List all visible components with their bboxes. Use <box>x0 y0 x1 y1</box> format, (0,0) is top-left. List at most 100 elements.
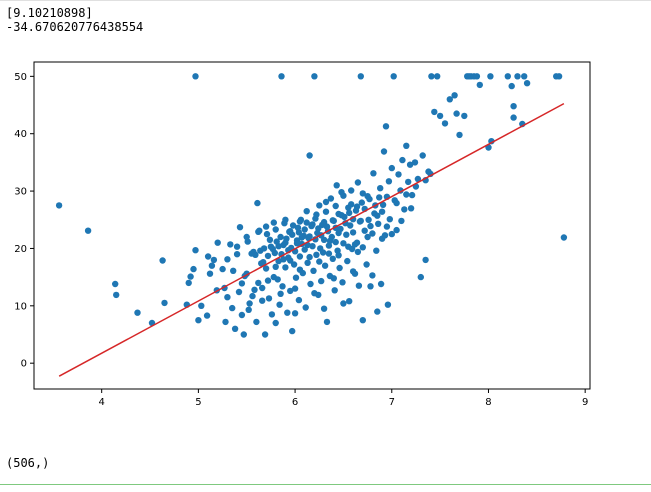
scatter-point <box>384 301 392 308</box>
scatter-point <box>560 234 568 241</box>
scatter-point <box>369 230 376 237</box>
scatter-point <box>321 262 329 269</box>
scatter-point <box>277 233 284 241</box>
scatter-point <box>434 73 441 80</box>
scatter-point <box>159 257 166 264</box>
scatter-point <box>339 279 346 286</box>
scatter-point <box>275 243 282 250</box>
scatter-point <box>385 178 393 185</box>
scatter-point <box>377 280 385 288</box>
x-tick-label: 6 <box>292 397 298 408</box>
scatter-point <box>441 120 449 127</box>
scatter-point <box>227 241 234 248</box>
scatter-point <box>428 73 435 80</box>
scatter-point <box>253 318 260 326</box>
scatter-point <box>192 247 199 254</box>
scatter-point <box>349 229 357 236</box>
scatter-point <box>302 304 309 311</box>
scatter-point <box>318 277 325 285</box>
scatter-point <box>326 237 334 245</box>
scatter-point <box>399 156 406 164</box>
scatter-point <box>254 199 261 207</box>
scatter-point <box>363 261 370 268</box>
scatter-point <box>296 266 304 273</box>
scatter-point <box>264 277 272 284</box>
scatter-point <box>329 255 336 262</box>
scatter-point <box>374 212 381 219</box>
scatter-point <box>304 259 311 266</box>
scatter-point <box>229 304 236 312</box>
scatter-point <box>436 112 444 120</box>
scatter-point <box>357 217 364 225</box>
bottom-rule <box>0 484 651 485</box>
scatter-point <box>521 73 528 80</box>
scatter-point <box>417 273 424 281</box>
shape-output: (506,) <box>6 456 50 470</box>
scatter-point <box>393 199 400 207</box>
scatter-point <box>313 211 320 218</box>
scatter-point <box>508 82 515 90</box>
x-tick-label: 5 <box>195 397 201 408</box>
scatter-point <box>378 208 386 215</box>
scatter-point <box>456 131 463 139</box>
scatter-point <box>367 222 374 230</box>
scatter-point <box>287 228 294 235</box>
scatter-point <box>195 317 202 324</box>
scatter-point <box>388 230 395 238</box>
scatter-point <box>238 311 246 319</box>
x-tick-label: 7 <box>389 397 395 408</box>
scatter-point <box>260 259 267 266</box>
scatter-point <box>313 251 320 258</box>
scatter-point <box>310 267 317 274</box>
scatter-point <box>245 306 252 313</box>
scatter-point <box>282 239 289 246</box>
scatter-point <box>335 252 342 259</box>
scatter-point <box>192 73 199 80</box>
intercept-output: -34.670620776438554 <box>6 20 144 34</box>
scatter-point <box>446 96 453 103</box>
scatter-point <box>298 234 305 241</box>
scatter-point <box>112 280 119 288</box>
scatter-point <box>366 195 373 203</box>
scatter-point <box>296 218 304 225</box>
scatter-point <box>113 291 120 299</box>
scatter-point <box>295 229 303 236</box>
scatter-point <box>355 282 363 289</box>
scatter-point <box>219 265 226 273</box>
scatter-point <box>319 249 327 256</box>
scatter-point <box>262 265 270 272</box>
scatter-point <box>255 228 262 235</box>
scatter-point <box>330 275 337 282</box>
scatter-point <box>344 257 351 265</box>
scatter-point <box>473 73 481 80</box>
scatter-point <box>375 220 382 227</box>
scatter-point <box>289 222 297 229</box>
scatter-point <box>510 103 517 110</box>
scatter-point <box>336 264 343 272</box>
scatter-point <box>235 288 243 296</box>
scatter-point <box>382 123 390 130</box>
scatter-point <box>378 235 386 242</box>
scatter-point <box>249 292 256 300</box>
scatter-point <box>291 310 299 317</box>
scatter-point <box>311 290 318 297</box>
scatter-point <box>332 238 339 246</box>
scatter-point <box>395 171 402 178</box>
scatter-point <box>408 191 416 199</box>
scatter-chart: 4 5 6 7 8 9 0 10 20 30 40 50 <box>14 61 591 408</box>
scatter-point <box>333 182 340 189</box>
y-tick-label: 40 <box>14 129 27 140</box>
scatter-point <box>301 246 308 253</box>
scatter-point <box>340 240 347 247</box>
scatter-point <box>272 319 279 327</box>
scatter-point <box>187 273 194 280</box>
scatter-point <box>303 208 310 215</box>
scatter-point <box>369 272 376 279</box>
scatter-point <box>453 110 460 117</box>
scatter-point <box>555 73 563 80</box>
scatter-point <box>311 73 318 80</box>
scatter-point <box>240 331 247 338</box>
scatter-point <box>236 224 244 231</box>
scatter-point <box>323 223 331 230</box>
scatter-point <box>248 250 255 257</box>
